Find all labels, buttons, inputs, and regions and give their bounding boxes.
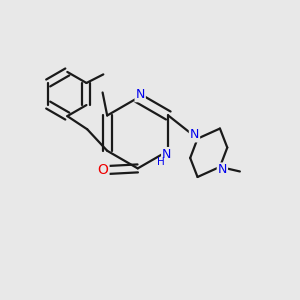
Text: N: N <box>218 164 227 176</box>
Text: N: N <box>136 88 145 101</box>
Text: H: H <box>157 157 164 166</box>
Text: N: N <box>162 148 171 161</box>
Text: O: O <box>98 163 109 177</box>
Text: N: N <box>190 128 199 142</box>
